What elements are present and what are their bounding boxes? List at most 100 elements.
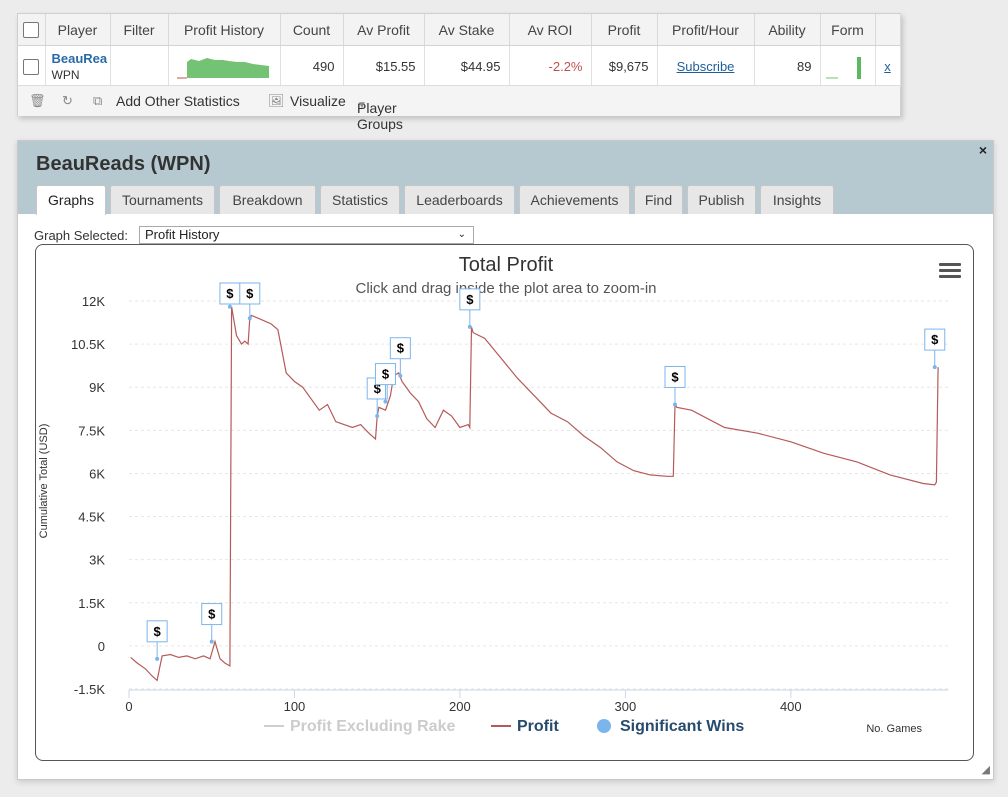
significant-win-point[interactable] xyxy=(247,316,252,321)
caret-down-icon: ▼ xyxy=(357,100,367,111)
x-axis-label: No. Games xyxy=(866,723,922,735)
significant-win-flag[interactable]: $ xyxy=(459,288,481,327)
player-name-link[interactable]: BeauRea xyxy=(51,50,108,66)
player-network: WPN xyxy=(51,67,80,82)
resize-handle-icon[interactable]: ◢ xyxy=(981,764,990,776)
y-tick-label: -1.5K xyxy=(74,682,105,697)
graph-select-dropdown[interactable]: Profit History ⌄ xyxy=(139,226,474,244)
significant-win-point[interactable] xyxy=(375,413,380,418)
significant-win-label: $ xyxy=(374,381,382,396)
av-roi-cell: -2.2% xyxy=(509,45,592,87)
significant-win-point[interactable] xyxy=(383,399,388,404)
y-tick-label: 0 xyxy=(98,639,105,654)
significant-win-label: $ xyxy=(466,292,474,307)
significant-win-label: $ xyxy=(154,624,162,639)
graph-selected-label: Graph Selected: xyxy=(34,228,128,243)
significant-win-point[interactable] xyxy=(467,324,472,329)
significant-win-flag[interactable]: $ xyxy=(239,282,261,319)
profit-cell: $9,675 xyxy=(591,45,658,87)
significant-win-flag[interactable]: $ xyxy=(664,365,686,405)
col-header-player[interactable]: Player xyxy=(45,14,111,46)
legend-label: Profit xyxy=(517,718,559,735)
significant-win-point[interactable] xyxy=(673,402,677,407)
hamburger-menu-icon[interactable] xyxy=(939,263,961,278)
significant-win-flag[interactable]: $ xyxy=(219,282,241,307)
legend-item[interactable]: Profit xyxy=(491,718,559,735)
legend-marker-swatch xyxy=(597,719,611,733)
y-tick-label: 4.5K xyxy=(78,510,105,525)
profit-chart[interactable]: Total Profit Click and drag inside the p… xyxy=(36,245,973,760)
significant-win-label: $ xyxy=(671,369,679,384)
refresh-icon[interactable]: ↻ xyxy=(62,93,73,108)
player-cell[interactable]: BeauRea WPN xyxy=(45,45,111,87)
graph-select-value: Profit History xyxy=(145,227,220,242)
col-header-filter[interactable]: Filter xyxy=(110,14,169,46)
tab-achievements[interactable]: Achievements xyxy=(519,185,630,214)
y-tick-label: 9K xyxy=(89,380,105,395)
select-all-checkbox[interactable] xyxy=(23,22,40,39)
add-other-statistics-button[interactable]: Add Other Statistics xyxy=(116,93,240,109)
legend-label: Profit Excluding Rake xyxy=(290,718,455,735)
tab-tournaments[interactable]: Tournaments xyxy=(110,185,215,214)
close-icon[interactable]: × xyxy=(978,142,987,158)
col-header-av-profit[interactable]: Av Profit xyxy=(343,14,425,46)
significant-win-point[interactable] xyxy=(227,304,232,309)
subscribe-link[interactable]: Subscribe xyxy=(676,59,735,74)
visualize-button[interactable]: Visualize xyxy=(290,93,346,109)
row-select-cell[interactable] xyxy=(18,45,46,87)
significant-win-point[interactable] xyxy=(155,656,160,661)
filter-cell[interactable] xyxy=(110,45,169,87)
significant-win-flag[interactable]: $ xyxy=(146,620,168,659)
significant-win-point[interactable] xyxy=(209,639,214,644)
profit-history-sparkline-cell xyxy=(168,45,281,87)
significant-win-flag[interactable]: $ xyxy=(924,328,946,368)
legend-item[interactable]: Significant Wins xyxy=(597,718,744,735)
profit-series-line[interactable] xyxy=(130,306,939,682)
significant-win-label: $ xyxy=(226,286,234,301)
tab-breakdown[interactable]: Breakdown xyxy=(219,185,316,214)
y-tick-label: 10.5K xyxy=(71,337,105,352)
col-header-count[interactable]: Count xyxy=(280,14,344,46)
panel-header: BeauReads (WPN) × Graphs Tournaments Bre… xyxy=(18,141,993,215)
profit-hour-cell: Subscribe xyxy=(657,45,755,87)
col-header-profit[interactable]: Profit xyxy=(591,14,658,46)
col-header-profit-history[interactable]: Profit History xyxy=(168,14,281,46)
col-header-av-roi[interactable]: Av ROI xyxy=(509,14,592,46)
legend-item[interactable]: Profit Excluding Rake xyxy=(264,718,455,735)
significant-win-label: $ xyxy=(382,367,390,382)
chart-subtitle: Click and drag inside the plot area to z… xyxy=(356,280,657,297)
visualize-icon[interactable]: 🖼 xyxy=(268,93,285,108)
row-checkbox[interactable] xyxy=(23,58,40,75)
tab-find[interactable]: Find xyxy=(634,185,683,214)
y-tick-label: 1.5K xyxy=(78,596,105,611)
significant-win-flag[interactable]: $ xyxy=(389,337,411,376)
remove-cell: x xyxy=(875,45,901,87)
y-tick-label: 6K xyxy=(89,466,105,481)
player-detail-panel: BeauReads (WPN) × Graphs Tournaments Bre… xyxy=(17,140,994,780)
col-header-profit-hour[interactable]: Profit/Hour xyxy=(657,14,755,46)
significant-win-point[interactable] xyxy=(932,365,937,370)
chart-container[interactable]: Total Profit Click and drag inside the p… xyxy=(35,244,974,761)
count-cell: 490 xyxy=(280,45,344,87)
significant-win-point[interactable] xyxy=(398,373,403,378)
x-tick-label: 300 xyxy=(615,699,637,714)
tab-leaderboards[interactable]: Leaderboards xyxy=(404,185,515,214)
significant-win-flag[interactable]: $ xyxy=(374,363,396,402)
col-header-form[interactable]: Form xyxy=(820,14,876,46)
significant-win-label: $ xyxy=(931,332,939,347)
trash-icon[interactable]: 🗑 xyxy=(29,93,46,108)
select-all-header[interactable] xyxy=(18,14,46,46)
remove-player-link[interactable]: x xyxy=(884,59,891,74)
legend-label: Significant Wins xyxy=(620,718,744,735)
col-header-av-stake[interactable]: Av Stake xyxy=(424,14,510,46)
tab-graphs[interactable]: Graphs xyxy=(36,185,106,215)
form-cell xyxy=(820,45,876,87)
tab-statistics[interactable]: Statistics xyxy=(320,185,400,214)
x-tick-label: 400 xyxy=(780,699,802,714)
tab-insights[interactable]: Insights xyxy=(760,185,834,214)
av-stake-cell: $44.95 xyxy=(424,45,510,87)
add-stats-icon[interactable]: ⧉ xyxy=(93,93,103,108)
tab-publish[interactable]: Publish xyxy=(687,185,756,214)
col-header-ability[interactable]: Ability xyxy=(754,14,821,46)
significant-win-flag[interactable]: $ xyxy=(201,603,223,642)
